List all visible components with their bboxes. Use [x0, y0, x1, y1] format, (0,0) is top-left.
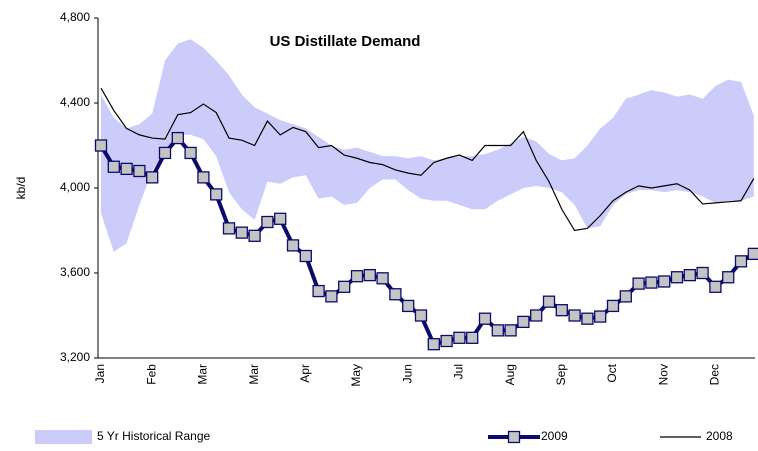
legend-label: 5 Yr Historical Range [97, 429, 210, 443]
x-tick-label: Oct [605, 363, 619, 382]
legend-swatch [35, 430, 92, 444]
line-2009 [99, 134, 755, 347]
marker [363, 268, 376, 282]
y-tick-label: 4,800 [60, 10, 90, 24]
marker [120, 162, 133, 176]
range-band [101, 39, 754, 252]
marker [670, 271, 684, 284]
marker [146, 171, 159, 184]
marker [555, 304, 568, 317]
legend-marker [507, 430, 521, 444]
marker [350, 270, 364, 283]
marker [222, 222, 236, 235]
x-tick-label: May [349, 364, 363, 387]
y-tick-label: 4,400 [60, 95, 90, 109]
marker [709, 280, 722, 293]
marker [683, 268, 696, 282]
chart-title: US Distillate Demand [270, 33, 421, 50]
marker [338, 280, 351, 293]
marker [632, 277, 645, 290]
marker [517, 315, 530, 329]
y-tick-label: 3,200 [60, 350, 90, 364]
y-tick-label: 4,000 [60, 180, 90, 194]
marker [299, 249, 312, 263]
y-axis-label: kb/d [14, 177, 28, 200]
x-tick-label: Jun [400, 364, 414, 383]
marker [504, 324, 517, 337]
marker [94, 139, 108, 152]
marker [658, 275, 671, 288]
x-tick-label: Nov [656, 364, 670, 385]
marker [722, 271, 735, 284]
marker [210, 188, 223, 201]
line-2008 [100, 87, 755, 232]
x-tick-label: Mar [247, 364, 261, 385]
legend-label: 2009 [541, 429, 568, 443]
x-tick-label: Mar [196, 364, 210, 385]
marker [696, 266, 709, 280]
x-tick-label: Sep [554, 364, 568, 386]
marker [594, 310, 607, 323]
marker [389, 288, 402, 301]
marker [734, 255, 748, 268]
marker [184, 146, 197, 160]
marker [376, 272, 389, 285]
marker [453, 331, 466, 344]
marker [325, 290, 338, 303]
marker [158, 146, 172, 160]
marker [402, 299, 415, 313]
marker [286, 239, 300, 252]
x-tick-label: Dec [708, 364, 722, 385]
marker [606, 299, 620, 313]
marker [107, 160, 120, 173]
marker [248, 229, 261, 242]
marker [542, 295, 556, 308]
x-tick-label: Feb [144, 364, 158, 385]
x-tick-label: Aug [503, 364, 517, 385]
marker [568, 309, 581, 322]
marker [312, 284, 325, 298]
marker [171, 131, 184, 145]
marker [747, 247, 758, 261]
x-tick-label: Jan [93, 364, 107, 383]
marker [274, 212, 287, 225]
marker [530, 309, 543, 322]
marker [414, 309, 428, 322]
marker [440, 334, 453, 348]
marker [491, 324, 504, 337]
marker [645, 276, 658, 289]
marker [133, 164, 146, 178]
marker [581, 312, 594, 325]
marker [235, 226, 248, 239]
marker [619, 290, 632, 303]
marker [466, 331, 479, 344]
y-tick-label: 3,600 [60, 265, 90, 279]
marker [197, 171, 210, 184]
marker [261, 215, 274, 229]
x-tick-label: Apr [298, 364, 312, 383]
legend-label: 2008 [706, 429, 733, 443]
x-tick-label: Jul [452, 364, 466, 379]
marker [427, 338, 440, 351]
marker [478, 312, 492, 325]
